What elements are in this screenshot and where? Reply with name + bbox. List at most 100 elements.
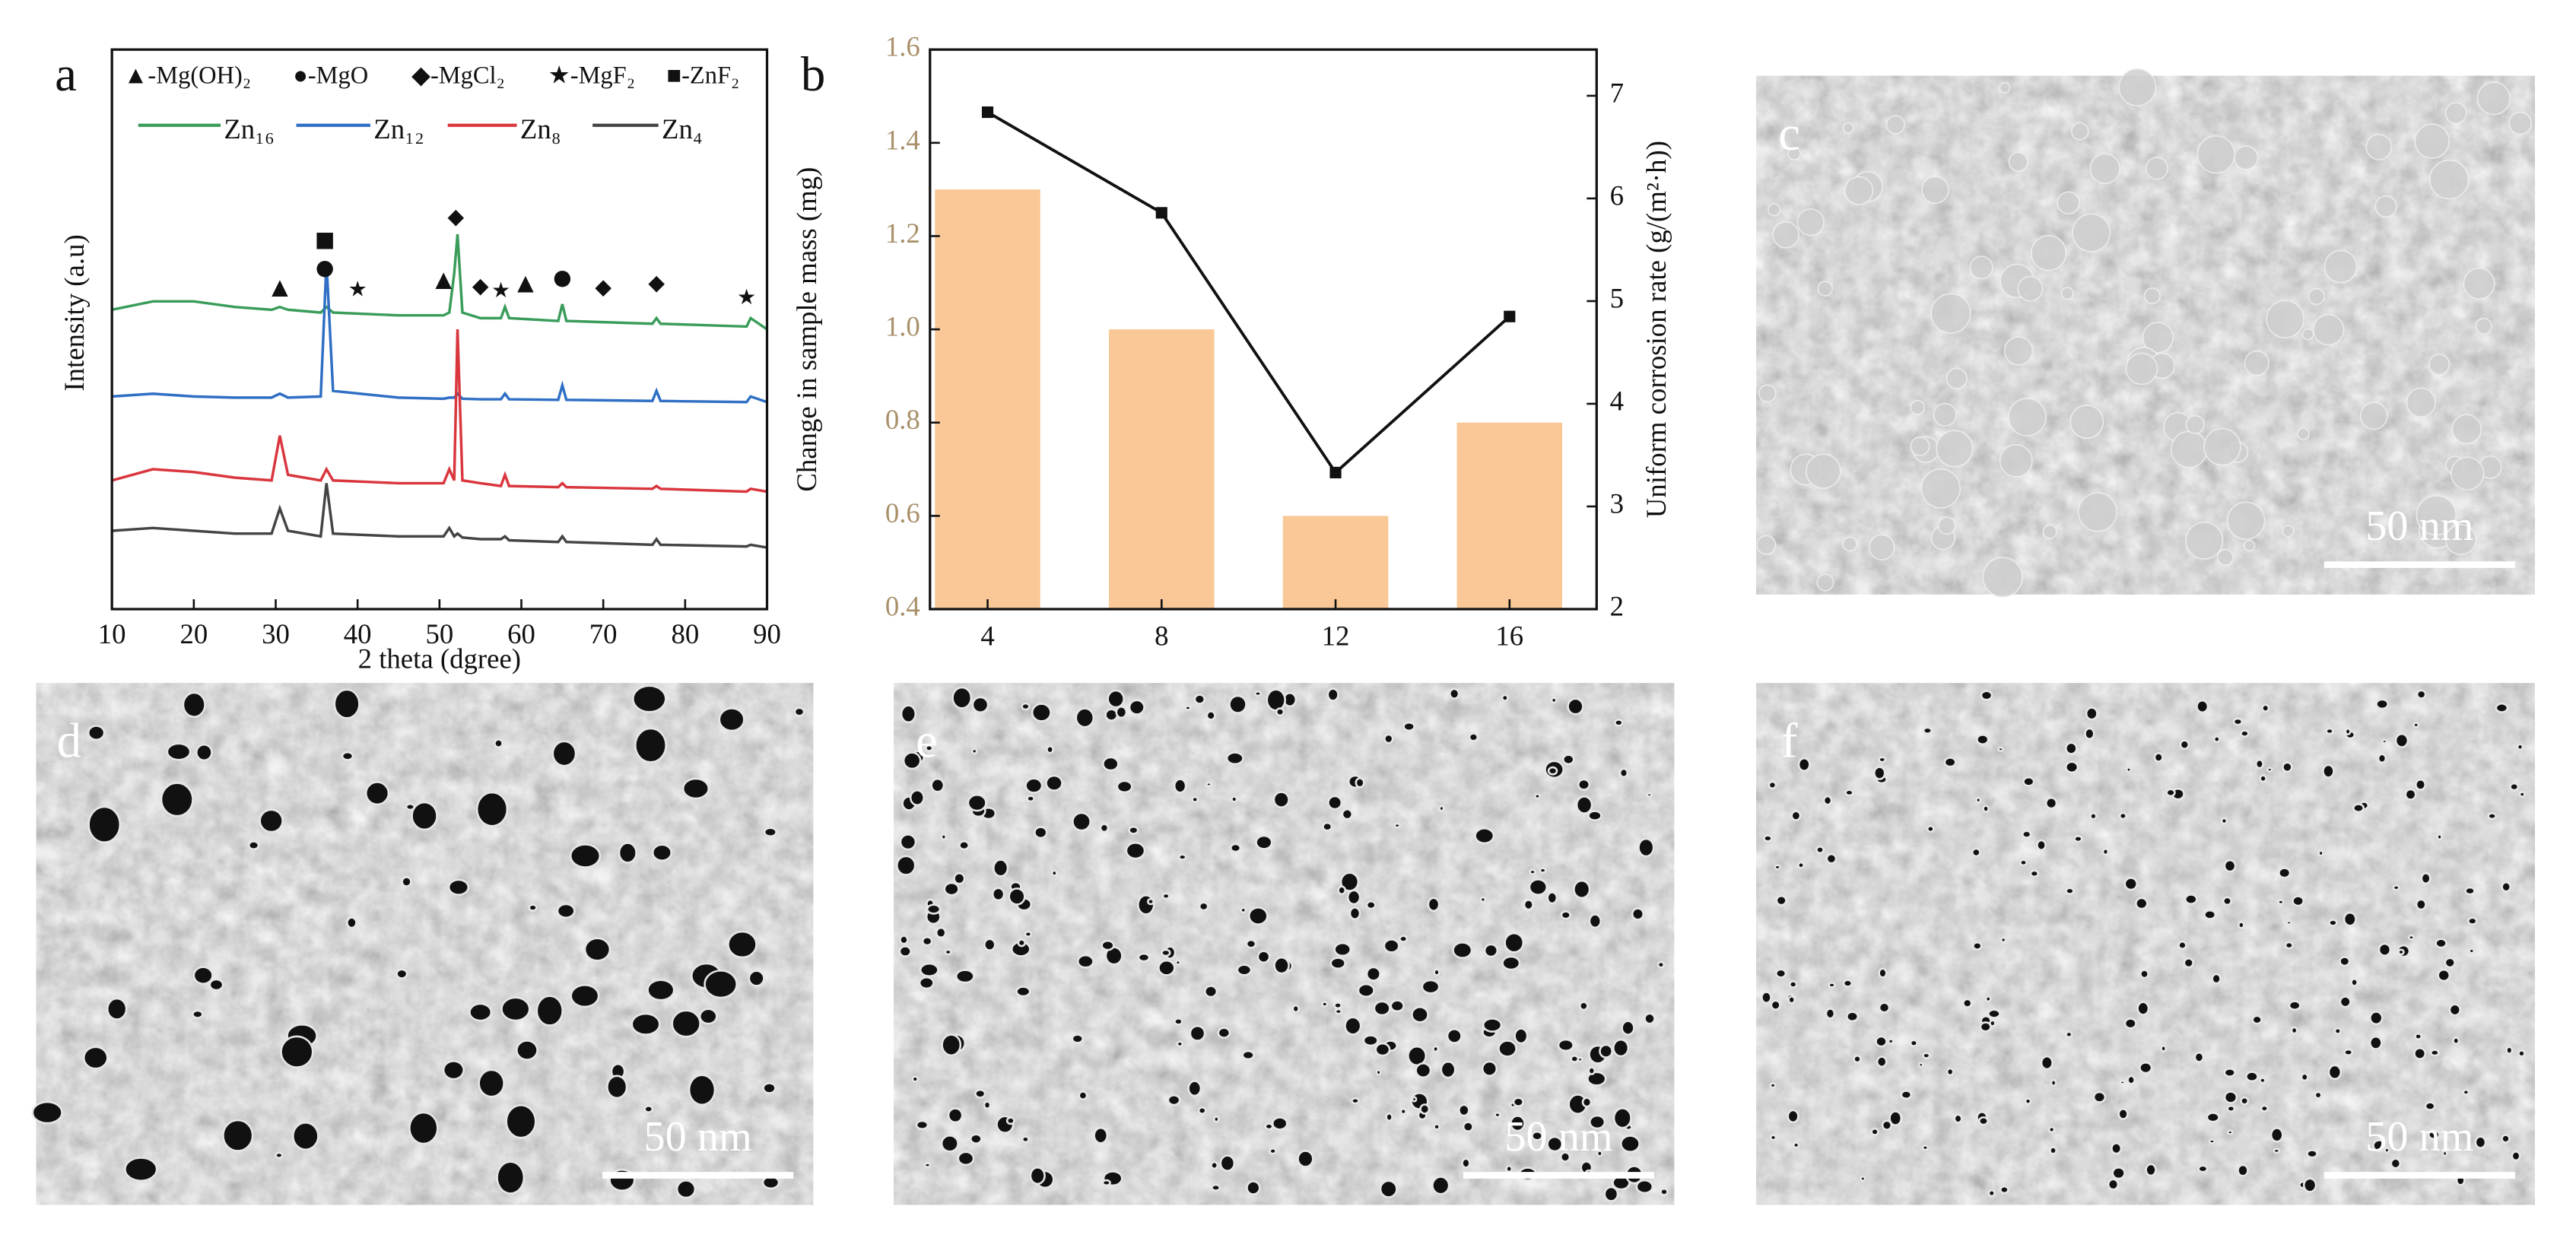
pore [1229, 843, 1242, 853]
pore [1116, 779, 1133, 794]
pore [919, 962, 939, 977]
pore [333, 688, 361, 719]
pore [671, 1009, 701, 1038]
pore [1589, 1114, 1606, 1130]
pore [1573, 879, 1591, 900]
pore [2049, 1146, 2057, 1155]
pore [2260, 1104, 2269, 1113]
pore [2118, 811, 2127, 821]
pore [1402, 721, 1415, 732]
pore [1501, 694, 1509, 702]
pore [1365, 900, 1377, 910]
pore [646, 979, 675, 1002]
grain [2226, 501, 2266, 540]
scale-bar-label: 50 nm [2365, 503, 2473, 550]
pore [1561, 754, 1575, 766]
grain [1937, 516, 1956, 535]
pore [2259, 774, 2267, 783]
pore [651, 843, 673, 862]
pore [1217, 1027, 1231, 1039]
grain [1756, 535, 1777, 555]
grain [2196, 135, 2236, 174]
pore [1205, 710, 1216, 721]
peak-marker: ◆ [472, 273, 489, 298]
pore [364, 781, 390, 806]
pore [2036, 839, 2047, 852]
pore [2416, 689, 2427, 700]
x-tick-label: 70 [589, 618, 618, 649]
pore [1078, 1090, 1088, 1101]
pore [1365, 966, 1381, 982]
pore [1550, 697, 1558, 704]
pore [2064, 760, 2079, 774]
pore [478, 1068, 505, 1098]
pore [82, 1046, 109, 1070]
pore [1620, 1135, 1641, 1154]
x-tick-label: 20 [179, 618, 208, 649]
pore [1788, 980, 1798, 989]
pore [2407, 934, 2415, 941]
pore [1101, 939, 1115, 951]
pore [763, 827, 777, 838]
pore [1024, 777, 1043, 794]
grain [2072, 213, 2111, 252]
pore [2179, 739, 2190, 751]
pore [1588, 913, 1602, 929]
pore [2222, 896, 2233, 906]
peak-marker: ◆ [595, 275, 611, 300]
pore [1390, 999, 1405, 1013]
pore [924, 744, 934, 752]
pore [1256, 950, 1271, 964]
grain [2406, 387, 2436, 417]
pore [535, 995, 564, 1027]
grain [1817, 281, 1834, 297]
pore [1529, 868, 1536, 875]
pore [2352, 803, 2365, 814]
pore [2064, 741, 2078, 755]
pore [2517, 1049, 2526, 1058]
pore [1656, 960, 1666, 969]
pore [1828, 982, 1836, 989]
pore [2474, 1135, 2487, 1149]
pore [1375, 1068, 1382, 1076]
pore [704, 970, 738, 999]
pore [1107, 689, 1125, 709]
pore [2278, 867, 2292, 879]
pore [2211, 973, 2222, 985]
grain [2297, 427, 2310, 440]
pore [1787, 995, 1796, 1005]
pore [2495, 702, 2509, 713]
pore [1539, 867, 1547, 874]
xrd-line [111, 233, 768, 331]
x-tick-label: 60 [507, 618, 535, 649]
sem-image: f 50 nm [1756, 683, 2535, 1205]
pore [1494, 1111, 1501, 1119]
y-tick-label: 0.8 [885, 404, 920, 435]
pore [195, 743, 213, 762]
pore [1921, 1144, 1930, 1151]
grain [2042, 524, 2057, 539]
phase-legend: ◆-MgCl₂ [411, 62, 505, 89]
pore [31, 1100, 63, 1125]
xrd-line [111, 329, 767, 494]
phase-legend: ●-MgO [293, 62, 368, 89]
pore [1646, 792, 1653, 798]
pore [1887, 1038, 1895, 1045]
pore [1888, 1110, 1903, 1126]
grain [1844, 176, 1874, 205]
pore [1547, 766, 1558, 776]
pore [1900, 1090, 1913, 1100]
bar [1109, 329, 1215, 610]
pore [2251, 1014, 2263, 1025]
pore [1979, 1021, 1992, 1033]
pore [983, 1100, 992, 1110]
pore [1115, 706, 1128, 719]
pore [1546, 1135, 1564, 1153]
grain [2089, 153, 2121, 184]
grain [2414, 123, 2451, 159]
peak-marker: ★ [491, 278, 510, 303]
pore [969, 1133, 983, 1144]
pore [291, 1121, 319, 1151]
pore [1355, 777, 1365, 789]
pore [1076, 954, 1094, 969]
